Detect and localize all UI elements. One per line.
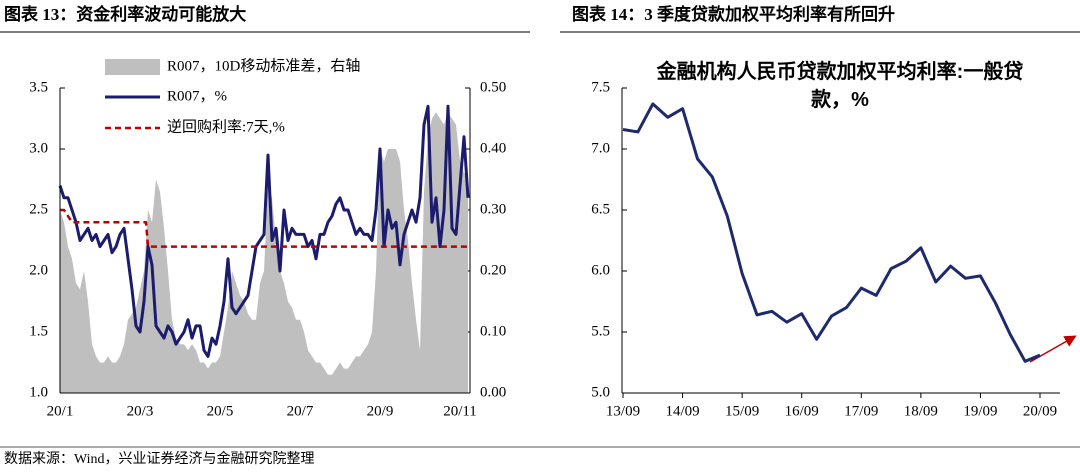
x-tick-label: 20/11 — [443, 403, 477, 419]
chart-heading: 图表 13：资金利率波动可能放大 — [4, 4, 246, 24]
y-tick-label: 6.0 — [591, 262, 610, 278]
y-tick-label: 3.0 — [29, 140, 48, 156]
y-tick-label: 1.5 — [29, 323, 48, 339]
y2-tick-label: 0.30 — [480, 201, 506, 217]
area — [60, 112, 468, 394]
y2-tick-label: 0.20 — [480, 262, 506, 278]
legend-swatch — [105, 59, 160, 75]
x-tick-label: 14/09 — [665, 403, 699, 419]
trend-arrow — [1029, 335, 1077, 363]
x-tick-label: 20/3 — [127, 403, 154, 419]
y2-tick-label: 0.10 — [480, 323, 506, 339]
y-tick-label: 2.0 — [29, 262, 48, 278]
line — [622, 102, 1041, 363]
line — [60, 208, 468, 248]
x-tick-label: 18/09 — [904, 403, 938, 419]
x-tick-label: 17/09 — [844, 403, 878, 419]
y-tick-label: 2.5 — [29, 201, 48, 217]
y2-tick-label: 0.00 — [480, 384, 506, 400]
y-tick-label: 1.0 — [29, 384, 48, 400]
source-note: 数据来源：Wind，兴业证券经济与金融研究院整理 — [4, 451, 315, 467]
legend-label: 逆回购利率:7天,% — [167, 118, 285, 135]
x-tick-label: 20/9 — [367, 403, 394, 419]
x-tick-label: 13/09 — [606, 403, 640, 419]
x-tick-label: 19/09 — [963, 403, 997, 419]
y2-tick-label: 0.50 — [480, 79, 506, 95]
chart-title: 金融机构人民币贷款加权平均利率:一般贷款，% — [656, 61, 1024, 111]
x-tick-label: 20/1 — [47, 403, 74, 419]
legend-label: R007，% — [167, 88, 227, 104]
x-tick-label: 20/5 — [207, 403, 234, 419]
legend-label: R007，10D移动标准差，右轴 — [167, 57, 360, 74]
y-tick-label: 5.5 — [591, 323, 610, 339]
y-tick-label: 6.5 — [591, 201, 610, 217]
x-tick-label: 20/09 — [1023, 403, 1057, 419]
y-tick-label: 7.5 — [591, 79, 610, 95]
x-tick-label: 16/09 — [785, 403, 819, 419]
y2-tick-label: 0.40 — [480, 140, 506, 156]
chart-heading: 图表 14：3 季度贷款加权平均利率有所回升 — [572, 4, 895, 24]
y-tick-label: 5.0 — [591, 384, 610, 400]
y-tick-label: 3.5 — [29, 79, 48, 95]
x-tick-label: 15/09 — [725, 403, 759, 419]
y-tick-label: 7.0 — [591, 140, 610, 156]
line — [58, 104, 470, 358]
x-tick-label: 20/7 — [287, 403, 314, 419]
